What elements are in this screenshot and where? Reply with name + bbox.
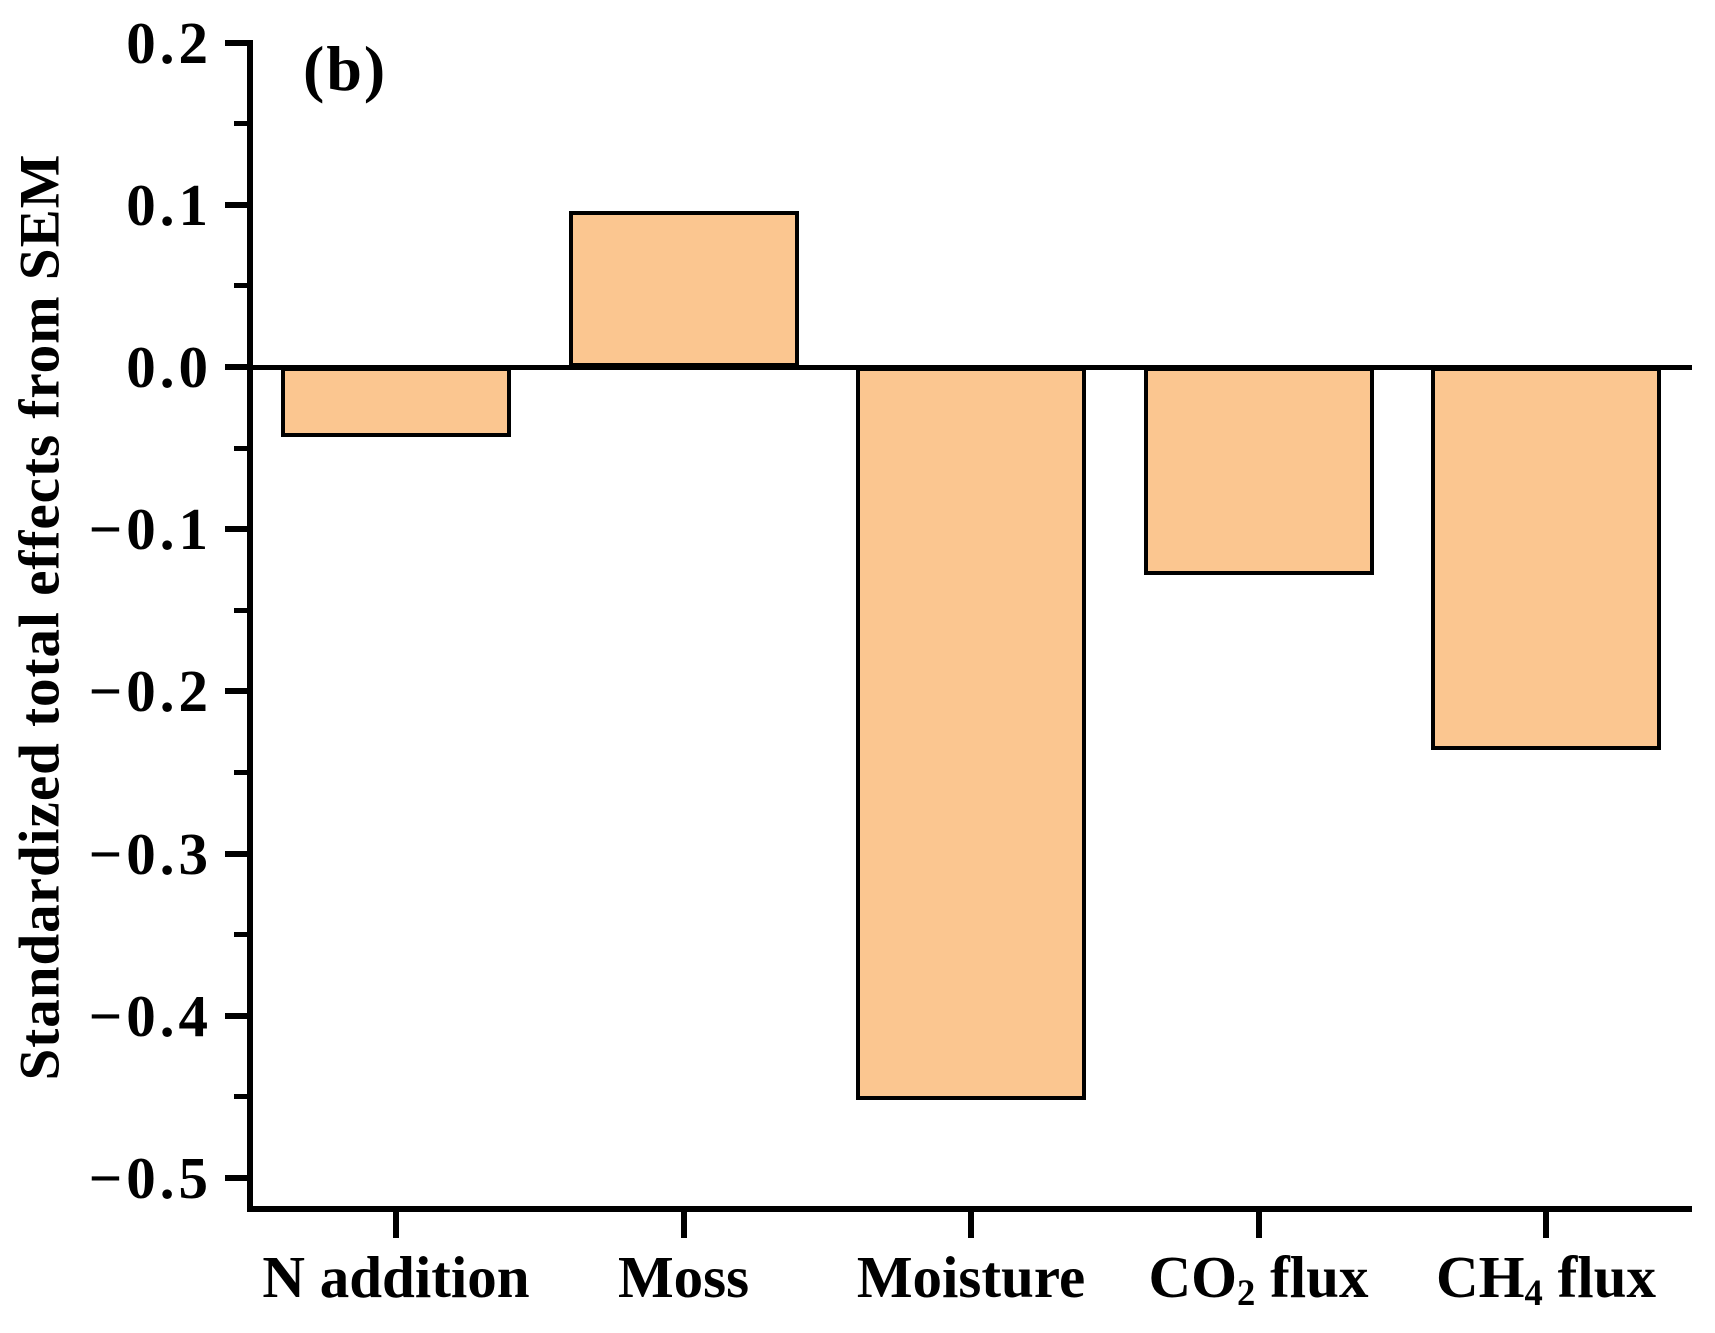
- x-tick-label-moisture: Moisture: [856, 1244, 1086, 1310]
- bar-moss: [568, 211, 799, 367]
- y-tick-label: −0.3: [88, 820, 212, 887]
- bar-moisture: [856, 367, 1086, 1101]
- zero-line: [247, 364, 1692, 370]
- bar-n-addition: [281, 367, 511, 437]
- y-major-tick: [225, 1012, 250, 1019]
- x-major-tick: [968, 1212, 974, 1238]
- y-tick-label: 0.1: [126, 171, 212, 238]
- y-minor-tick: [234, 607, 250, 613]
- y-tick-label: −0.2: [88, 658, 212, 725]
- y-tick-label: 0.0: [126, 334, 212, 400]
- x-major-tick: [393, 1212, 399, 1238]
- x-tick-label-ch4-flux: CH4 flux: [1436, 1244, 1656, 1314]
- y-tick-label: 0.2: [126, 9, 212, 76]
- y-major-tick: [225, 201, 250, 208]
- x-tick-label-n-addition: N addition: [262, 1244, 530, 1310]
- y-tick-label: −0.5: [88, 1145, 212, 1211]
- y-minor-tick: [234, 445, 250, 451]
- x-major-tick: [1543, 1212, 1549, 1238]
- y-major-tick: [225, 688, 250, 695]
- y-major-tick: [225, 364, 250, 370]
- y-minor-tick: [234, 121, 250, 127]
- x-major-tick: [1255, 1212, 1262, 1238]
- x-axis-line: [247, 1206, 1692, 1212]
- y-minor-tick: [234, 770, 250, 775]
- y-minor-tick: [234, 932, 250, 938]
- panel-label: (b): [303, 33, 388, 104]
- y-major-tick: [225, 526, 250, 533]
- y-major-tick: [225, 39, 250, 46]
- y-major-tick: [225, 1175, 250, 1181]
- x-tick-label-co2-flux: CO2 flux: [1148, 1244, 1369, 1314]
- y-tick-label: −0.4: [88, 982, 212, 1049]
- bar-ch4-flux: [1431, 367, 1661, 750]
- bar-co2-flux: [1143, 367, 1374, 575]
- y-tick-label: −0.1: [88, 496, 212, 563]
- y-minor-tick: [234, 283, 250, 289]
- x-major-tick: [680, 1212, 687, 1238]
- y-major-tick: [225, 850, 250, 857]
- y-axis-line: [247, 40, 253, 1212]
- x-tick-label-moss: Moss: [617, 1244, 750, 1310]
- y-minor-tick: [234, 1094, 250, 1100]
